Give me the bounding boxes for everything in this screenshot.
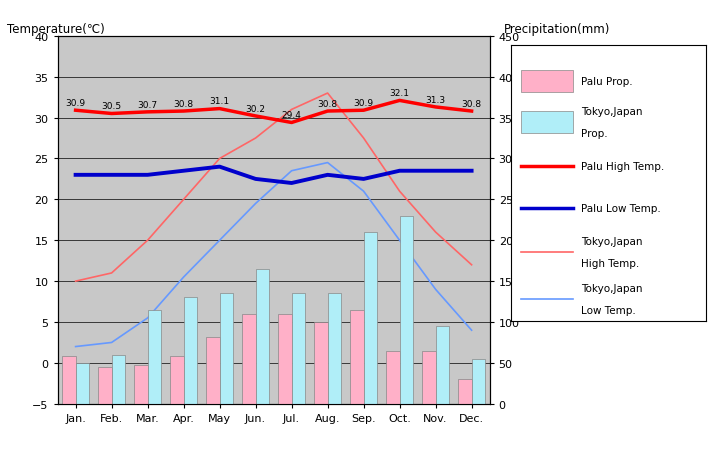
Text: 30.2: 30.2 bbox=[246, 105, 266, 113]
Bar bbox=[458, 380, 472, 404]
Bar bbox=[148, 310, 161, 404]
Text: 30.5: 30.5 bbox=[102, 102, 122, 111]
Text: Temperature(℃): Temperature(℃) bbox=[7, 23, 105, 36]
Bar bbox=[422, 351, 436, 404]
Bar bbox=[314, 322, 328, 404]
Bar bbox=[350, 310, 364, 404]
Text: 31.3: 31.3 bbox=[426, 95, 446, 105]
Text: Palu Low Temp.: Palu Low Temp. bbox=[581, 203, 661, 213]
Bar bbox=[76, 363, 89, 404]
Text: 30.9: 30.9 bbox=[66, 99, 86, 108]
Bar bbox=[206, 337, 220, 404]
Bar bbox=[328, 294, 341, 404]
Text: Palu Prop.: Palu Prop. bbox=[581, 77, 633, 87]
Text: 30.8: 30.8 bbox=[318, 100, 338, 108]
Text: Palu High Temp.: Palu High Temp. bbox=[581, 162, 665, 172]
Bar bbox=[184, 298, 197, 404]
Text: 30.7: 30.7 bbox=[138, 101, 158, 109]
Text: Precipitation(mm): Precipitation(mm) bbox=[504, 23, 611, 36]
Bar bbox=[170, 357, 184, 404]
Bar bbox=[400, 216, 413, 404]
Bar bbox=[62, 357, 76, 404]
Text: 29.4: 29.4 bbox=[282, 111, 302, 120]
Bar bbox=[521, 71, 573, 93]
Text: 30.8: 30.8 bbox=[462, 100, 482, 108]
Text: 32.1: 32.1 bbox=[390, 89, 410, 98]
Bar bbox=[292, 294, 305, 404]
Text: 31.1: 31.1 bbox=[210, 97, 230, 106]
Bar bbox=[278, 314, 292, 404]
Bar bbox=[134, 365, 148, 404]
Bar bbox=[386, 351, 400, 404]
Text: Low Temp.: Low Temp. bbox=[581, 305, 636, 315]
Bar bbox=[364, 233, 377, 404]
Bar bbox=[98, 367, 112, 404]
Bar bbox=[242, 314, 256, 404]
Bar bbox=[256, 269, 269, 404]
Bar bbox=[220, 294, 233, 404]
Text: Tokyo,Japan: Tokyo,Japan bbox=[581, 236, 643, 246]
Bar bbox=[521, 112, 573, 134]
Text: 30.8: 30.8 bbox=[174, 100, 194, 108]
Text: High Temp.: High Temp. bbox=[581, 258, 639, 269]
Text: Tokyo,Japan: Tokyo,Japan bbox=[581, 283, 643, 293]
Bar bbox=[112, 355, 125, 404]
Text: 30.9: 30.9 bbox=[354, 99, 374, 108]
Bar bbox=[472, 359, 485, 404]
Bar bbox=[436, 326, 449, 404]
Text: Prop.: Prop. bbox=[581, 129, 608, 139]
Text: Tokyo,Japan: Tokyo,Japan bbox=[581, 107, 643, 117]
